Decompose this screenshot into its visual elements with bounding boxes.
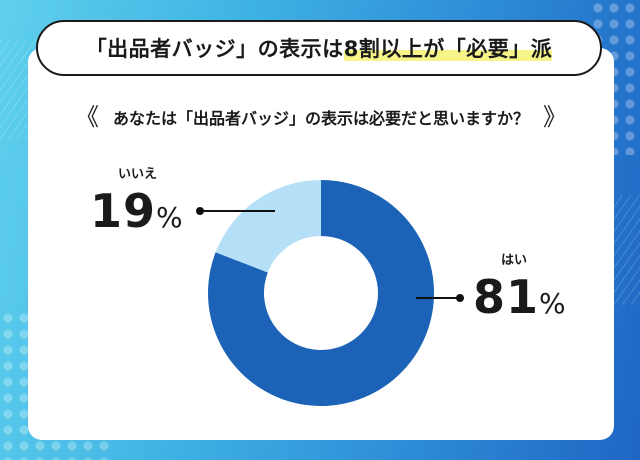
value-no-percent: % (156, 201, 183, 234)
value-yes-percent: % (539, 287, 566, 320)
value-no: 19% (90, 184, 183, 238)
title-prefix: 「出品者バッジ」の表示は (85, 37, 344, 61)
title-highlight: 8割以上が「必要」派 (343, 37, 553, 61)
double-chevron-left-icon: 《 (74, 103, 99, 131)
value-yes: 81% (473, 270, 566, 324)
leader-dot-no (196, 207, 204, 215)
question-row: 《 あなたは「出品者バッジ」の表示は必要だと思いますか？ 》 (28, 100, 614, 134)
title-banner: 「出品者バッジ」の表示は8割以上が「必要」派 (36, 20, 602, 76)
label-yes: はい (501, 253, 528, 268)
double-chevron-right-icon: 》 (543, 103, 567, 131)
page-title: 「出品者バッジ」の表示は8割以上が「必要」派 (86, 33, 553, 63)
slice-yes (208, 180, 435, 406)
value-yes-number: 81 (473, 270, 540, 324)
question-text: あなたは「出品者バッジ」の表示は必要だと思いますか？ (112, 109, 529, 128)
value-no-number: 19 (90, 184, 157, 238)
leader-dot-yes (456, 294, 464, 302)
label-no: いいえ (118, 167, 158, 182)
slice-no (215, 180, 321, 273)
